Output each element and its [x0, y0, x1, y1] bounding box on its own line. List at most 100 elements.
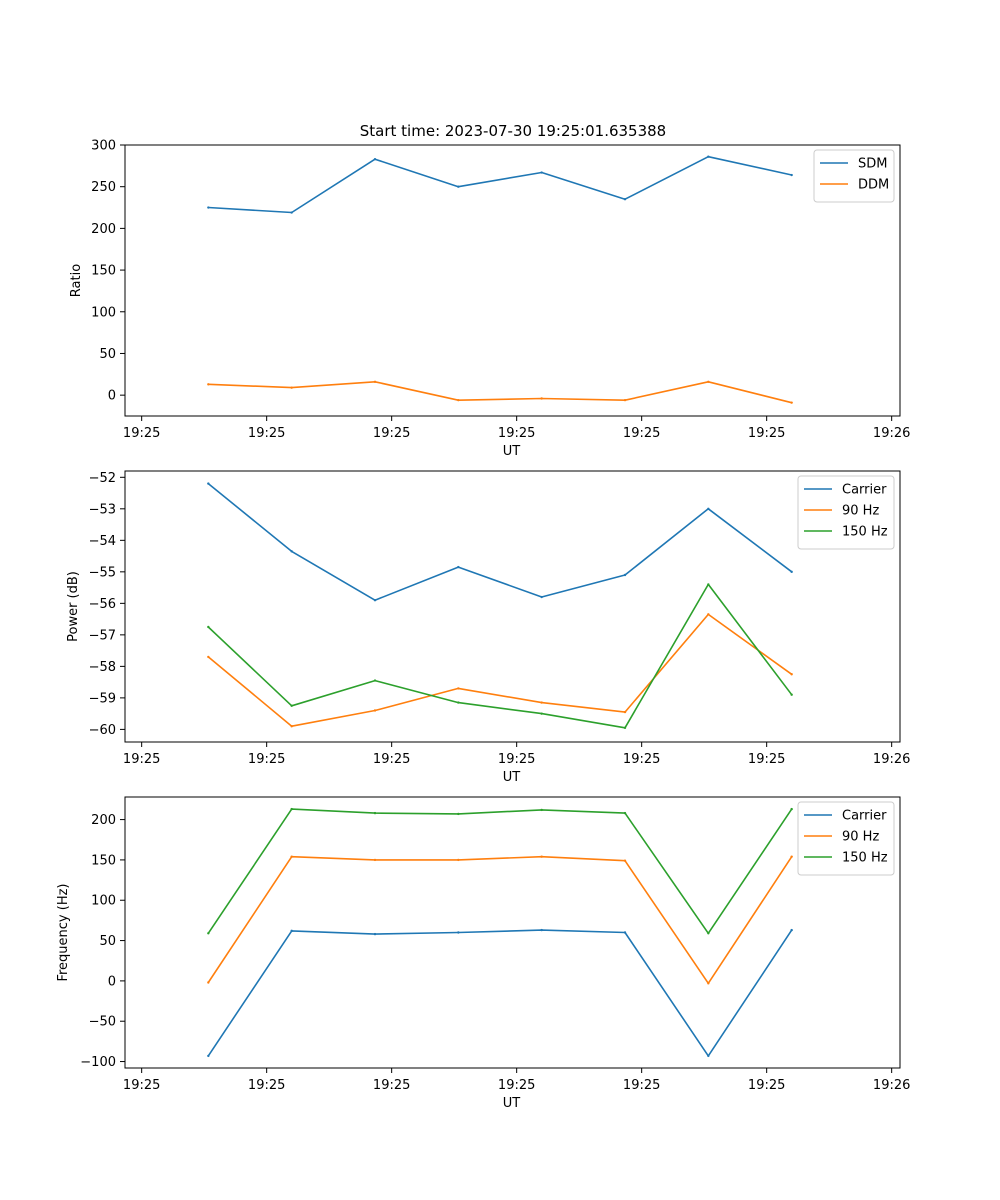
x-tick-label: 19:25 — [748, 1078, 785, 1093]
x-tick-label: 19:25 — [498, 426, 535, 441]
series-150-hz-point — [707, 583, 710, 586]
legend-label: SDM — [858, 157, 887, 172]
series-ddm-point — [623, 398, 627, 402]
series-90-hz-point — [790, 673, 793, 676]
series-carrier-point — [290, 550, 293, 553]
legend-label: 150 Hz — [842, 851, 888, 866]
series-90-hz-point — [457, 687, 460, 690]
series-90-hz-point — [373, 858, 377, 862]
series-carrier-line — [207, 929, 793, 1057]
series-90-hz-point — [707, 982, 710, 985]
y-tick-label: 200 — [91, 222, 116, 237]
series-90-hz-point — [623, 710, 627, 714]
series-carrier-point — [207, 482, 210, 485]
x-tick-label: 19:26 — [873, 752, 910, 767]
series-sdm-point — [707, 155, 710, 158]
series-ddm-point — [457, 398, 460, 402]
y-tick-label: −54 — [89, 534, 116, 549]
series-sdm-line — [208, 155, 792, 214]
y-tick-label: −53 — [89, 502, 116, 517]
legend-label: Carrier — [842, 809, 887, 824]
legend: SDM DDM — [813, 149, 895, 203]
y-tick-label: 100 — [91, 894, 116, 909]
series-carrier-line — [207, 482, 793, 602]
series-150-hz-point — [790, 807, 793, 811]
series-90-hz-point — [707, 613, 710, 616]
x-tick-label: 19:25 — [248, 752, 285, 767]
series-90-hz-point — [207, 655, 210, 659]
series-ddm-point — [373, 380, 377, 384]
series-150-hz-point — [623, 811, 627, 815]
y-tick-label: −57 — [89, 628, 116, 643]
y-tick-label: 250 — [91, 180, 116, 195]
y-tick-label: 50 — [99, 934, 116, 949]
series-150-hz-point — [373, 679, 377, 682]
x-tick-label: 19:25 — [123, 426, 160, 441]
y-tick-label: −50 — [89, 1015, 116, 1030]
series-90-hz-point — [623, 859, 627, 862]
series-carrier-point — [707, 1054, 710, 1058]
x-tick-label: 19:25 — [748, 426, 785, 441]
series-90-hz-point — [540, 701, 543, 704]
y-tick-label: 300 — [91, 139, 116, 154]
x-tick-label: 19:26 — [873, 426, 910, 441]
legend: Carrier 90 Hz 150 Hz — [797, 475, 895, 550]
series-90-hz-point — [457, 858, 460, 862]
series-sdm-point — [623, 198, 627, 201]
x-tick-label: 19:25 — [498, 752, 535, 767]
x-tick-label: 19:25 — [373, 752, 410, 767]
series-carrier-point — [790, 928, 793, 932]
subplot-1: 19:25 19:25 19:25 19:25 19:25 19:25 19:26 0 50 10… — [69, 139, 910, 460]
subplot-2: 19:25 19:25 19:25 19:25 19:25 19:25 19:26 −60 −5… — [66, 470, 910, 785]
series-carrier-point — [373, 598, 377, 602]
y-tick-label: −55 — [89, 565, 116, 580]
subplot-3: 19:25 19:25 19:25 19:25 19:25 19:25 19:26 −100 −… — [56, 796, 910, 1111]
series-ddm-line — [208, 380, 792, 404]
x-tick-label: 19:25 — [373, 1078, 410, 1093]
series-150-hz-line — [207, 808, 793, 935]
series-90-hz-line — [207, 613, 793, 728]
series-sdm-point — [790, 173, 793, 177]
series-150-hz-point — [707, 932, 710, 935]
x-axis-label: UT — [503, 444, 521, 459]
series-150-hz-point — [290, 807, 293, 811]
series-90-hz-point — [790, 855, 793, 858]
series-150-hz-point — [373, 811, 377, 815]
legend-label: Carrier — [842, 483, 887, 498]
chart-title: Start time: 2023-07-30 19:25:01.635388 — [360, 122, 666, 140]
series-ddm-point — [540, 397, 543, 400]
x-tick-label: 19:25 — [748, 752, 785, 767]
x-tick-label: 19:26 — [873, 1078, 910, 1093]
x-tick-label: 19:25 — [123, 1078, 160, 1093]
series-sdm-point — [290, 211, 293, 214]
series-90-hz-point — [373, 709, 377, 712]
series-carrier-point — [457, 931, 460, 934]
series-90-hz-point — [540, 855, 543, 858]
series-carrier-point — [707, 507, 710, 511]
y-tick-label: 200 — [91, 813, 116, 828]
y-tick-label: 50 — [99, 347, 116, 362]
series-sdm-point — [373, 157, 377, 161]
y-tick-label: −58 — [89, 660, 116, 675]
series-150-hz-point — [457, 701, 460, 704]
y-tick-label: 0 — [108, 974, 116, 989]
series-90-hz-point — [290, 855, 293, 858]
series-carrier-point — [373, 932, 377, 936]
plots-container: 19:25 19:25 19:25 19:25 19:25 19:25 19:26 0 50 10… — [56, 139, 910, 1112]
series-carrier-point — [623, 573, 627, 577]
series-150-hz-point — [790, 693, 793, 696]
legend-label: 150 Hz — [842, 525, 888, 540]
y-tick-label: −52 — [89, 471, 116, 486]
y-tick-label: 100 — [91, 305, 116, 320]
series-carrier-point — [790, 570, 793, 574]
y-axis-label: Power (dB) — [66, 571, 81, 642]
x-axis-label: UT — [503, 770, 521, 785]
series-ddm-point — [707, 380, 710, 384]
plot-area-frame — [124, 796, 901, 1069]
plot-area-frame — [124, 470, 901, 743]
legend: Carrier 90 Hz 150 Hz — [797, 801, 895, 876]
y-tick-label: −100 — [80, 1055, 116, 1070]
series-90-hz-line — [207, 855, 793, 985]
x-tick-label: 19:25 — [123, 752, 160, 767]
series-150-hz-point — [540, 712, 543, 715]
